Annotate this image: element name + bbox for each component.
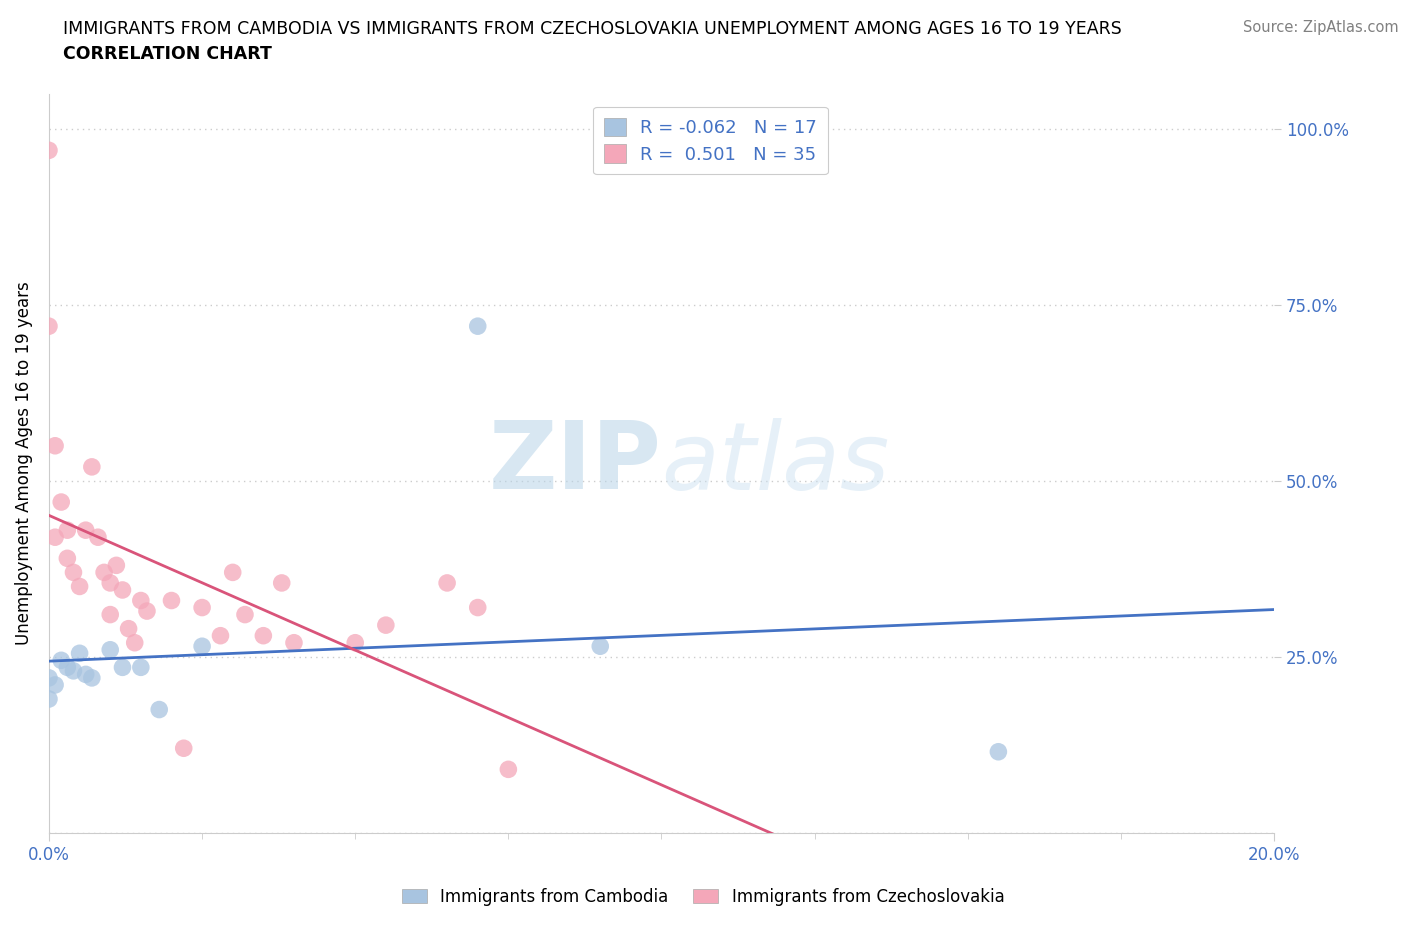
Point [38, 692, 60, 707]
Point [44, 530, 66, 545]
Legend: R = -0.062   N = 17, R =  0.501   N = 35: R = -0.062 N = 17, R = 0.501 N = 35 [593, 107, 828, 174]
Point [589, 639, 612, 654]
Point [136, 604, 159, 618]
Point [93, 565, 115, 579]
Point [191, 600, 214, 615]
Point [69, 645, 91, 660]
Point [75, 667, 97, 682]
Point [191, 639, 214, 654]
Point [44, 438, 66, 453]
Point [111, 660, 134, 675]
Point [252, 629, 274, 644]
Point [148, 702, 170, 717]
Point [498, 762, 520, 777]
Point [374, 618, 396, 632]
Point [987, 744, 1010, 759]
Point [62, 565, 84, 579]
Point [98, 576, 121, 591]
Point [80, 459, 103, 474]
Point [117, 621, 139, 636]
Point [467, 319, 489, 334]
Y-axis label: Unemployment Among Ages 16 to 19 years: Unemployment Among Ages 16 to 19 years [15, 282, 32, 645]
Point [436, 576, 458, 591]
Point [222, 565, 245, 579]
Point [233, 607, 256, 622]
Point [38, 319, 60, 334]
Point [124, 635, 146, 650]
Text: ZIP: ZIP [489, 418, 661, 510]
Text: IMMIGRANTS FROM CAMBODIA VS IMMIGRANTS FROM CZECHOSLOVAKIA UNEMPLOYMENT AMONG AG: IMMIGRANTS FROM CAMBODIA VS IMMIGRANTS F… [63, 20, 1122, 38]
Point [105, 558, 128, 573]
Point [51, 495, 73, 510]
Point [51, 653, 73, 668]
Point [98, 643, 121, 658]
Legend: Immigrants from Cambodia, Immigrants from Czechoslovakia: Immigrants from Cambodia, Immigrants fro… [395, 881, 1011, 912]
Point [62, 663, 84, 678]
Point [270, 576, 292, 591]
Point [56, 660, 79, 675]
Text: CORRELATION CHART: CORRELATION CHART [63, 45, 273, 62]
Point [87, 530, 110, 545]
Point [129, 593, 152, 608]
Point [80, 671, 103, 685]
Point [160, 593, 183, 608]
Point [56, 523, 79, 538]
Point [38, 671, 60, 685]
Point [467, 600, 489, 615]
Point [44, 677, 66, 692]
Point [129, 660, 152, 675]
Point [111, 582, 134, 597]
Point [98, 607, 121, 622]
Point [56, 551, 79, 565]
Text: Source: ZipAtlas.com: Source: ZipAtlas.com [1243, 20, 1399, 35]
Text: atlas: atlas [661, 418, 890, 509]
Point [209, 629, 232, 644]
Point [69, 579, 91, 594]
Point [75, 523, 97, 538]
Point [283, 635, 305, 650]
Point [173, 741, 195, 756]
Point [38, 143, 60, 158]
Point [344, 635, 367, 650]
